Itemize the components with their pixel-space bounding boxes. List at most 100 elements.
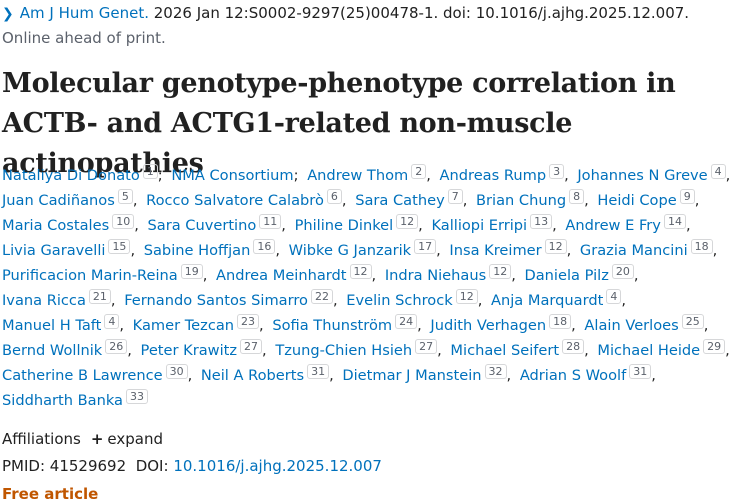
citation-details: 2026 Jan 12:S0002-9297(25)00478-1. doi: …: [153, 4, 690, 22]
affiliation-number[interactable]: 27: [240, 339, 263, 354]
author-name[interactable]: Rocco Salvatore Calabrò: [146, 192, 324, 209]
affiliation-number[interactable]: 4: [710, 164, 726, 179]
affiliation-number[interactable]: 12: [544, 239, 567, 254]
author-name[interactable]: Manuel H Taft: [2, 317, 102, 334]
author-name[interactable]: Ivana Ricca: [2, 292, 86, 309]
affiliation-number[interactable]: 16: [253, 239, 276, 254]
author-name[interactable]: Neil A Roberts: [200, 367, 305, 384]
author-name[interactable]: Evelin Schrock: [346, 292, 453, 309]
affiliation-number[interactable]: 12: [396, 214, 419, 229]
affiliation-number[interactable]: 22: [310, 289, 333, 304]
author: Maria Costales 10,: [2, 214, 143, 234]
free-article-badge: Free article: [2, 485, 99, 500]
author-name[interactable]: Sabine Hoffjan: [143, 242, 251, 259]
author-name[interactable]: Philine Dinkel: [294, 217, 394, 234]
author-name[interactable]: Bernd Wollnik: [2, 342, 103, 359]
affiliation-number[interactable]: 13: [530, 214, 553, 229]
author-name[interactable]: Juan Cadiñanos: [2, 192, 115, 209]
author-name[interactable]: Nataliya Di Donato: [2, 167, 140, 184]
affiliation-number[interactable]: 19: [180, 264, 203, 279]
affiliation-number[interactable]: 11: [259, 214, 282, 229]
affiliation-number[interactable]: 18: [549, 314, 572, 329]
affiliation-number[interactable]: 31: [307, 364, 330, 379]
author: Insa Kreimer 12,: [449, 239, 575, 259]
doi-link[interactable]: 10.1016/j.ajhg.2025.12.007: [173, 457, 382, 475]
author-name[interactable]: Daniela Pilz: [524, 267, 609, 284]
author-name[interactable]: Michael Seifert: [450, 342, 560, 359]
affiliation-number[interactable]: 14: [663, 214, 686, 229]
affiliation-number[interactable]: 12: [349, 264, 372, 279]
affiliation-number[interactable]: 8: [569, 189, 585, 204]
author-name[interactable]: Sara Cuvertino: [147, 217, 257, 234]
author: Brian Chung 8,: [476, 189, 593, 209]
author-name[interactable]: Johannes N Greve: [577, 167, 708, 184]
author-name[interactable]: Catherine B Lawrence: [2, 367, 163, 384]
affiliation-number[interactable]: 3: [549, 164, 565, 179]
affiliation-number[interactable]: 4: [104, 314, 120, 329]
author-name[interactable]: Tzung-Chien Hsieh: [275, 342, 413, 359]
affiliation-number[interactable]: 4: [606, 289, 622, 304]
author-name[interactable]: Alain Verloes: [584, 317, 679, 334]
chevron-icon: ❯: [2, 6, 14, 22]
author-name[interactable]: Grazia Mancini: [579, 242, 688, 259]
author-name[interactable]: Maria Costales: [2, 217, 110, 234]
affiliation-number[interactable]: 6: [326, 189, 342, 204]
affiliation-number[interactable]: 18: [690, 239, 713, 254]
author-name[interactable]: Andrew Thom: [307, 167, 409, 184]
author-name[interactable]: Adrian S Woolf: [519, 367, 627, 384]
affiliation-number[interactable]: 20: [611, 264, 634, 279]
author-name[interactable]: Insa Kreimer: [449, 242, 542, 259]
affiliation-number[interactable]: 25: [681, 314, 704, 329]
affiliation-number[interactable]: 5: [117, 189, 133, 204]
affiliation-number[interactable]: 12: [455, 289, 478, 304]
expand-toggle[interactable]: expand: [107, 430, 164, 448]
affiliation-number[interactable]: 17: [414, 239, 437, 254]
affiliation-number[interactable]: 29: [703, 339, 726, 354]
author-name[interactable]: Sara Cathey: [355, 192, 445, 209]
separator: ,: [329, 367, 334, 384]
author-name[interactable]: NMA Consortium: [171, 167, 294, 184]
affiliations: Affiliations + expand: [2, 428, 163, 450]
author-name[interactable]: Dietmar J Manstein: [342, 367, 482, 384]
affiliation-number[interactable]: 33: [126, 389, 148, 404]
author-name[interactable]: Wibke G Janzarik: [288, 242, 412, 259]
affiliation-number[interactable]: 7: [447, 189, 463, 204]
affiliation-number[interactable]: 21: [88, 289, 111, 304]
author-name[interactable]: Fernando Santos Simarro: [124, 292, 308, 309]
author-name[interactable]: Michael Heide: [597, 342, 701, 359]
author-name[interactable]: Livia Garavelli: [2, 242, 106, 259]
author: Andrea Meinhardt 12,: [216, 264, 380, 284]
author-name[interactable]: Kamer Tezcan: [132, 317, 235, 334]
affiliation-number[interactable]: 27: [415, 339, 438, 354]
author-name[interactable]: Sofia Thunström: [272, 317, 393, 334]
affiliation-number[interactable]: 30: [165, 364, 188, 379]
affiliation-number[interactable]: 10: [112, 214, 135, 229]
author-name[interactable]: Purificacion Marin-Reina: [2, 267, 178, 284]
affiliation-number[interactable]: 12: [489, 264, 512, 279]
affiliation-number[interactable]: 2: [411, 164, 427, 179]
affiliation-number[interactable]: 32: [484, 364, 507, 379]
author-name[interactable]: Anja Marquardt: [490, 292, 604, 309]
affiliation-number[interactable]: 24: [395, 314, 418, 329]
affiliation-number[interactable]: 31: [629, 364, 652, 379]
journal-link[interactable]: Am J Hum Genet.: [19, 4, 149, 22]
author-name[interactable]: Judith Verhagen: [430, 317, 547, 334]
author: Rocco Salvatore Calabrò 6,: [146, 189, 350, 209]
author: NMA Consortium;: [171, 167, 302, 184]
affiliation-number[interactable]: 1: [142, 164, 158, 179]
author-name[interactable]: Peter Krawitz: [140, 342, 238, 359]
affiliation-number[interactable]: 26: [105, 339, 128, 354]
author-name[interactable]: Heidi Cope: [597, 192, 677, 209]
affiliation-number[interactable]: 23: [237, 314, 260, 329]
author-name[interactable]: Andreas Rump: [439, 167, 547, 184]
affiliation-number[interactable]: 9: [679, 189, 695, 204]
author-name[interactable]: Brian Chung: [476, 192, 567, 209]
affiliation-number[interactable]: 15: [108, 239, 131, 254]
author-name[interactable]: Andrea Meinhardt: [216, 267, 347, 284]
author-name[interactable]: Siddharth Banka: [2, 392, 123, 409]
article-title: Molecular genotype-phenotype correlation…: [2, 68, 676, 179]
author-name[interactable]: Kalliopi Erripi: [431, 217, 528, 234]
author-name[interactable]: Indra Niehaus: [384, 267, 487, 284]
author-name[interactable]: Andrew E Fry: [565, 217, 661, 234]
affiliation-number[interactable]: 28: [562, 339, 585, 354]
